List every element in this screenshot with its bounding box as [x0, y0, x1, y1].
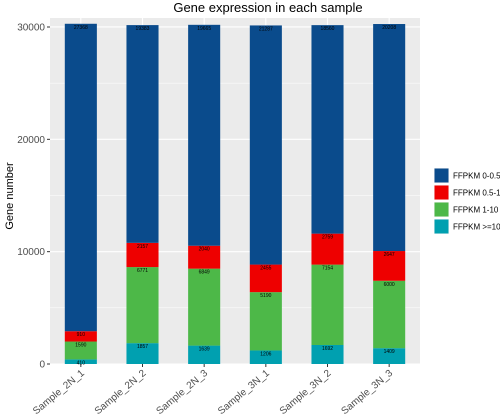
bar-segment [373, 280, 406, 349]
data-label: 27368 [74, 25, 88, 31]
bar-segment [188, 24, 221, 246]
bar-segment [126, 25, 159, 243]
bar-segment [311, 264, 344, 345]
x-tick-label: Sample_2N_3 [154, 368, 210, 417]
legend-label: FFPKM 0-0.5 [453, 172, 500, 181]
data-label: 1409 [384, 349, 395, 355]
bar-segment [311, 25, 344, 234]
data-label: 2455 [260, 266, 271, 272]
bar-segment [373, 24, 406, 252]
legend-label: FFPKM 0.5-1 [453, 189, 500, 198]
data-label: 1692 [322, 346, 333, 352]
data-label: 6771 [137, 268, 148, 274]
bar-segment [188, 268, 221, 346]
data-label: 1639 [199, 347, 210, 353]
x-tick-label: Sample_3N_2 [278, 368, 334, 417]
bar-segment [249, 25, 282, 265]
plot-panel [50, 18, 420, 364]
x-tick-label: Sample_2N_1 [31, 368, 87, 417]
bar-segment [64, 341, 97, 360]
data-label: 6000 [384, 282, 395, 288]
bar-segment [64, 23, 97, 332]
data-label: 21287 [259, 26, 273, 32]
y-tick-label: 0 [39, 360, 45, 371]
legend-swatch [434, 168, 449, 183]
y-tick-label: 10000 [17, 247, 45, 258]
legend-swatch [434, 202, 449, 217]
data-label: 5190 [260, 293, 271, 299]
y-axis-title: Gene number [4, 162, 16, 230]
bar-segment [126, 343, 159, 364]
bar-segment [126, 267, 159, 344]
data-label: 18560 [321, 26, 335, 32]
bar-segment [311, 344, 344, 364]
legend-swatch [434, 219, 449, 234]
x-axis: Sample_2N_1 Sample_2N_2 Sample_2N_3 Sample_… [31, 364, 395, 417]
legend-label: FFPKM 1-10 [453, 206, 499, 215]
legend-swatch [434, 185, 449, 200]
data-label: 1590 [75, 343, 86, 349]
data-label: 2759 [322, 235, 333, 241]
data-label: 19383 [136, 26, 150, 32]
bars [64, 23, 406, 364]
bar-segment [126, 242, 159, 268]
data-label: 1206 [260, 351, 271, 357]
bar-segment [249, 350, 282, 364]
data-label: 2157 [137, 244, 148, 250]
legend-label: FFPKM >=10 [453, 223, 500, 232]
data-label: 20208 [382, 25, 396, 31]
data-label: 19665 [197, 26, 211, 32]
bar-segment [373, 348, 406, 364]
y-tick-label: 30000 [17, 22, 45, 33]
bar-segment [64, 359, 97, 364]
bar-segment [188, 245, 221, 269]
bar-segment [249, 292, 282, 351]
bar-segment [373, 251, 406, 281]
bar-segment [311, 233, 344, 265]
data-label: 2647 [384, 252, 395, 258]
x-tick-label: Sample_3N_3 [339, 368, 395, 417]
x-tick-label: Sample_2N_2 [93, 368, 149, 417]
data-label: 2040 [199, 247, 210, 253]
y-tick-label: 20000 [17, 135, 45, 146]
data-label: 410 [77, 360, 86, 366]
y-axis: 0 10000 20000 30000 [17, 22, 50, 371]
data-label: 1857 [137, 344, 148, 350]
legend: FFPKM 0-0.5 FFPKM 0.5-1 FFPKM 1-10 FFPKM >=… [434, 168, 500, 234]
bar-segment [188, 345, 221, 364]
chart-title: Gene expression in each sample [173, 0, 362, 15]
bar-segment [249, 264, 282, 293]
data-label: 910 [77, 332, 86, 338]
bar-segment [64, 331, 97, 342]
data-label: 6849 [199, 270, 210, 276]
x-tick-label: Sample_3N_1 [216, 368, 272, 417]
data-label: 7154 [322, 266, 333, 272]
data-labels: 410 1590 910 27368 1857 6771 2157 19383 1639 6849… [74, 25, 396, 367]
